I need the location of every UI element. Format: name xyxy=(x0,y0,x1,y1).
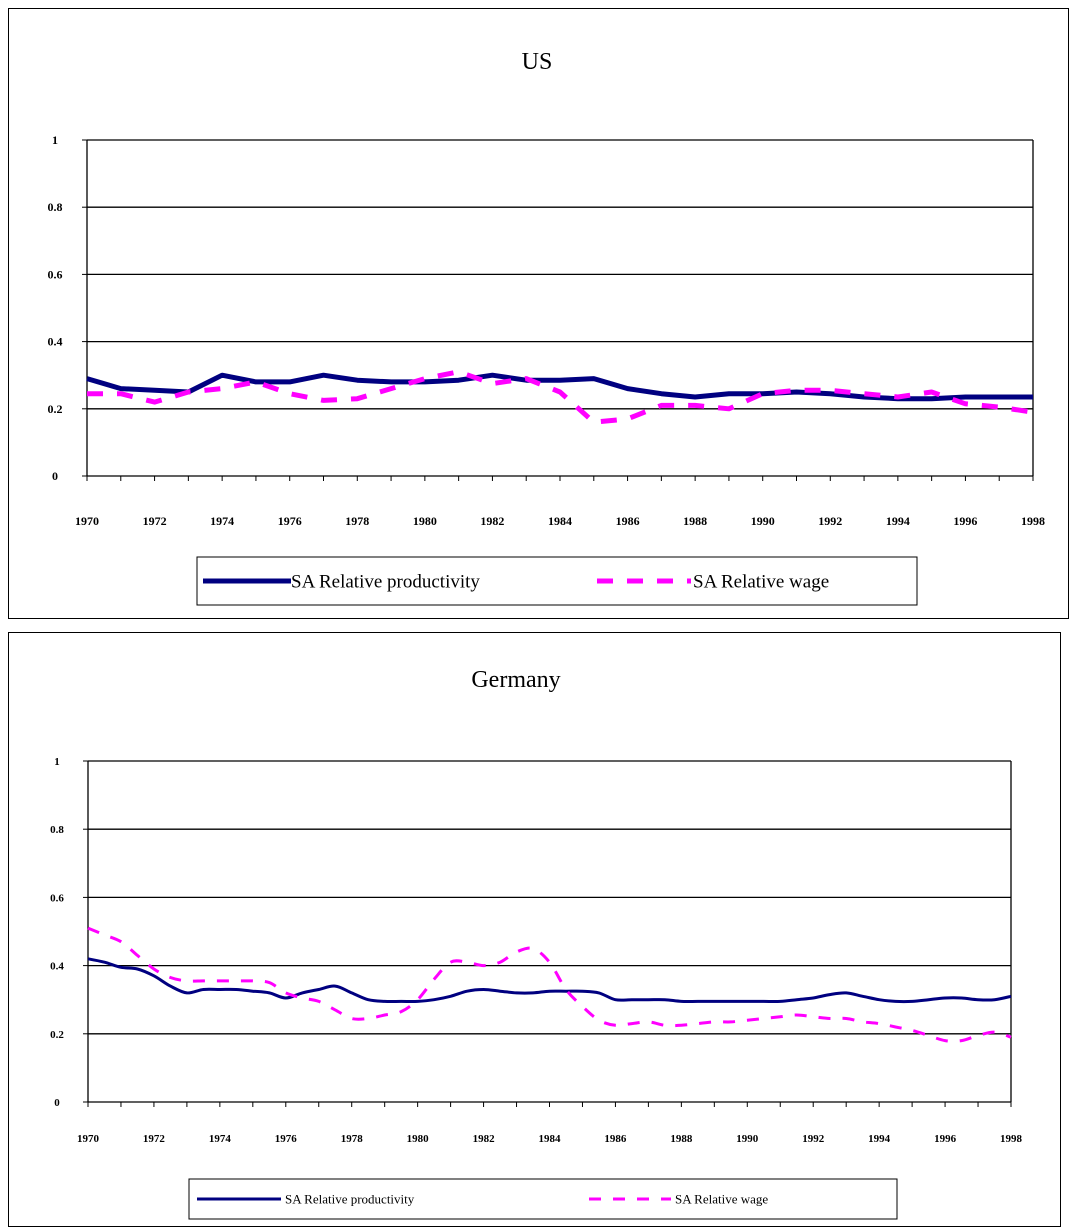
germany-line-chart: Germany 0 0.2 0.4 0.6 0.8 1 1970 1972 1974 1976 197… xyxy=(50,667,1023,1220)
x-tick-label: 1970 xyxy=(75,514,99,528)
x-tick-label: 1978 xyxy=(341,1133,364,1145)
x-tick-label: 1972 xyxy=(143,514,167,528)
x-tick-label: 1976 xyxy=(278,514,302,528)
y-tick-label: 1 xyxy=(54,756,60,768)
y-tick-label: 0.4 xyxy=(50,961,64,973)
us-line-chart: US 0 0.2 0.4 0.6 0.8 1 1970 1972 1974 1976 1978 1980… xyxy=(48,49,1045,606)
x-tick-label: 1994 xyxy=(886,514,910,528)
us-chart-panel: US 0 0.2 0.4 0.6 0.8 1 1970 1972 1974 1976 1978 1980… xyxy=(8,8,1069,619)
x-tick-label: 1976 xyxy=(275,1133,298,1145)
x-tick-label: 1974 xyxy=(209,1133,232,1145)
legend-box xyxy=(196,556,918,606)
y-tick-label: 0.8 xyxy=(48,200,63,214)
y-tick-label: 0.2 xyxy=(50,1029,64,1041)
legend-label-wage: SA Relative wage xyxy=(693,572,829,593)
x-tick-label: 1972 xyxy=(143,1133,166,1145)
y-tick-label: 1 xyxy=(52,133,58,147)
x-tick-label: 1992 xyxy=(818,514,842,528)
y-tick-label: 0.8 xyxy=(50,824,64,836)
y-tick-label: 0.2 xyxy=(48,402,63,416)
x-tick-label: 1990 xyxy=(736,1133,759,1145)
germany-chart-title: Germany xyxy=(471,667,560,693)
x-tick-label: 1992 xyxy=(802,1133,825,1145)
x-tick-label: 1984 xyxy=(548,514,572,528)
x-tick-label: 1986 xyxy=(604,1133,627,1145)
x-tick-label: 1970 xyxy=(77,1133,100,1145)
y-tick-label: 0 xyxy=(52,469,58,483)
germany-sa-relative-wage-line xyxy=(87,926,1012,1043)
x-tick-label: 1974 xyxy=(210,514,234,528)
y-tick-label: 0.4 xyxy=(48,335,63,349)
y-tick-label: 0 xyxy=(54,1097,60,1109)
x-tick-label: 1982 xyxy=(473,1133,496,1145)
x-tick-label: 1996 xyxy=(953,514,977,528)
x-tick-label: 1980 xyxy=(407,1133,430,1145)
us-sa-relative-wage-line xyxy=(87,369,1034,425)
legend-label-productivity: SA Relative productivity xyxy=(291,572,480,593)
x-tick-label: 1988 xyxy=(683,514,707,528)
x-tick-label: 1994 xyxy=(868,1133,891,1145)
legend-label-productivity: SA Relative productivity xyxy=(285,1192,415,1207)
us-sa-relative-productivity-line xyxy=(86,372,1033,402)
y-tick-label: 0.6 xyxy=(50,892,64,904)
legend-box xyxy=(188,1178,898,1220)
y-tick-label: 0.6 xyxy=(48,267,63,281)
x-tick-label: 1986 xyxy=(616,514,640,528)
x-tick-label: 1988 xyxy=(670,1133,693,1145)
x-tick-label: 1996 xyxy=(934,1133,957,1145)
us-chart-title: US xyxy=(522,49,553,75)
germany-sa-relative-productivity-line xyxy=(87,957,1012,1004)
x-tick-label: 1990 xyxy=(751,514,775,528)
legend-label-wage: SA Relative wage xyxy=(675,1192,768,1207)
x-tick-label: 1998 xyxy=(1000,1133,1023,1145)
x-tick-label: 1980 xyxy=(413,514,437,528)
germany-chart-panel: Germany 0 0.2 0.4 0.6 0.8 1 1970 1972 1974 1976 197… xyxy=(8,632,1061,1227)
x-tick-label: 1982 xyxy=(480,514,504,528)
x-tick-label: 1998 xyxy=(1021,514,1045,528)
x-tick-label: 1984 xyxy=(539,1133,562,1145)
x-tick-label: 1978 xyxy=(345,514,369,528)
